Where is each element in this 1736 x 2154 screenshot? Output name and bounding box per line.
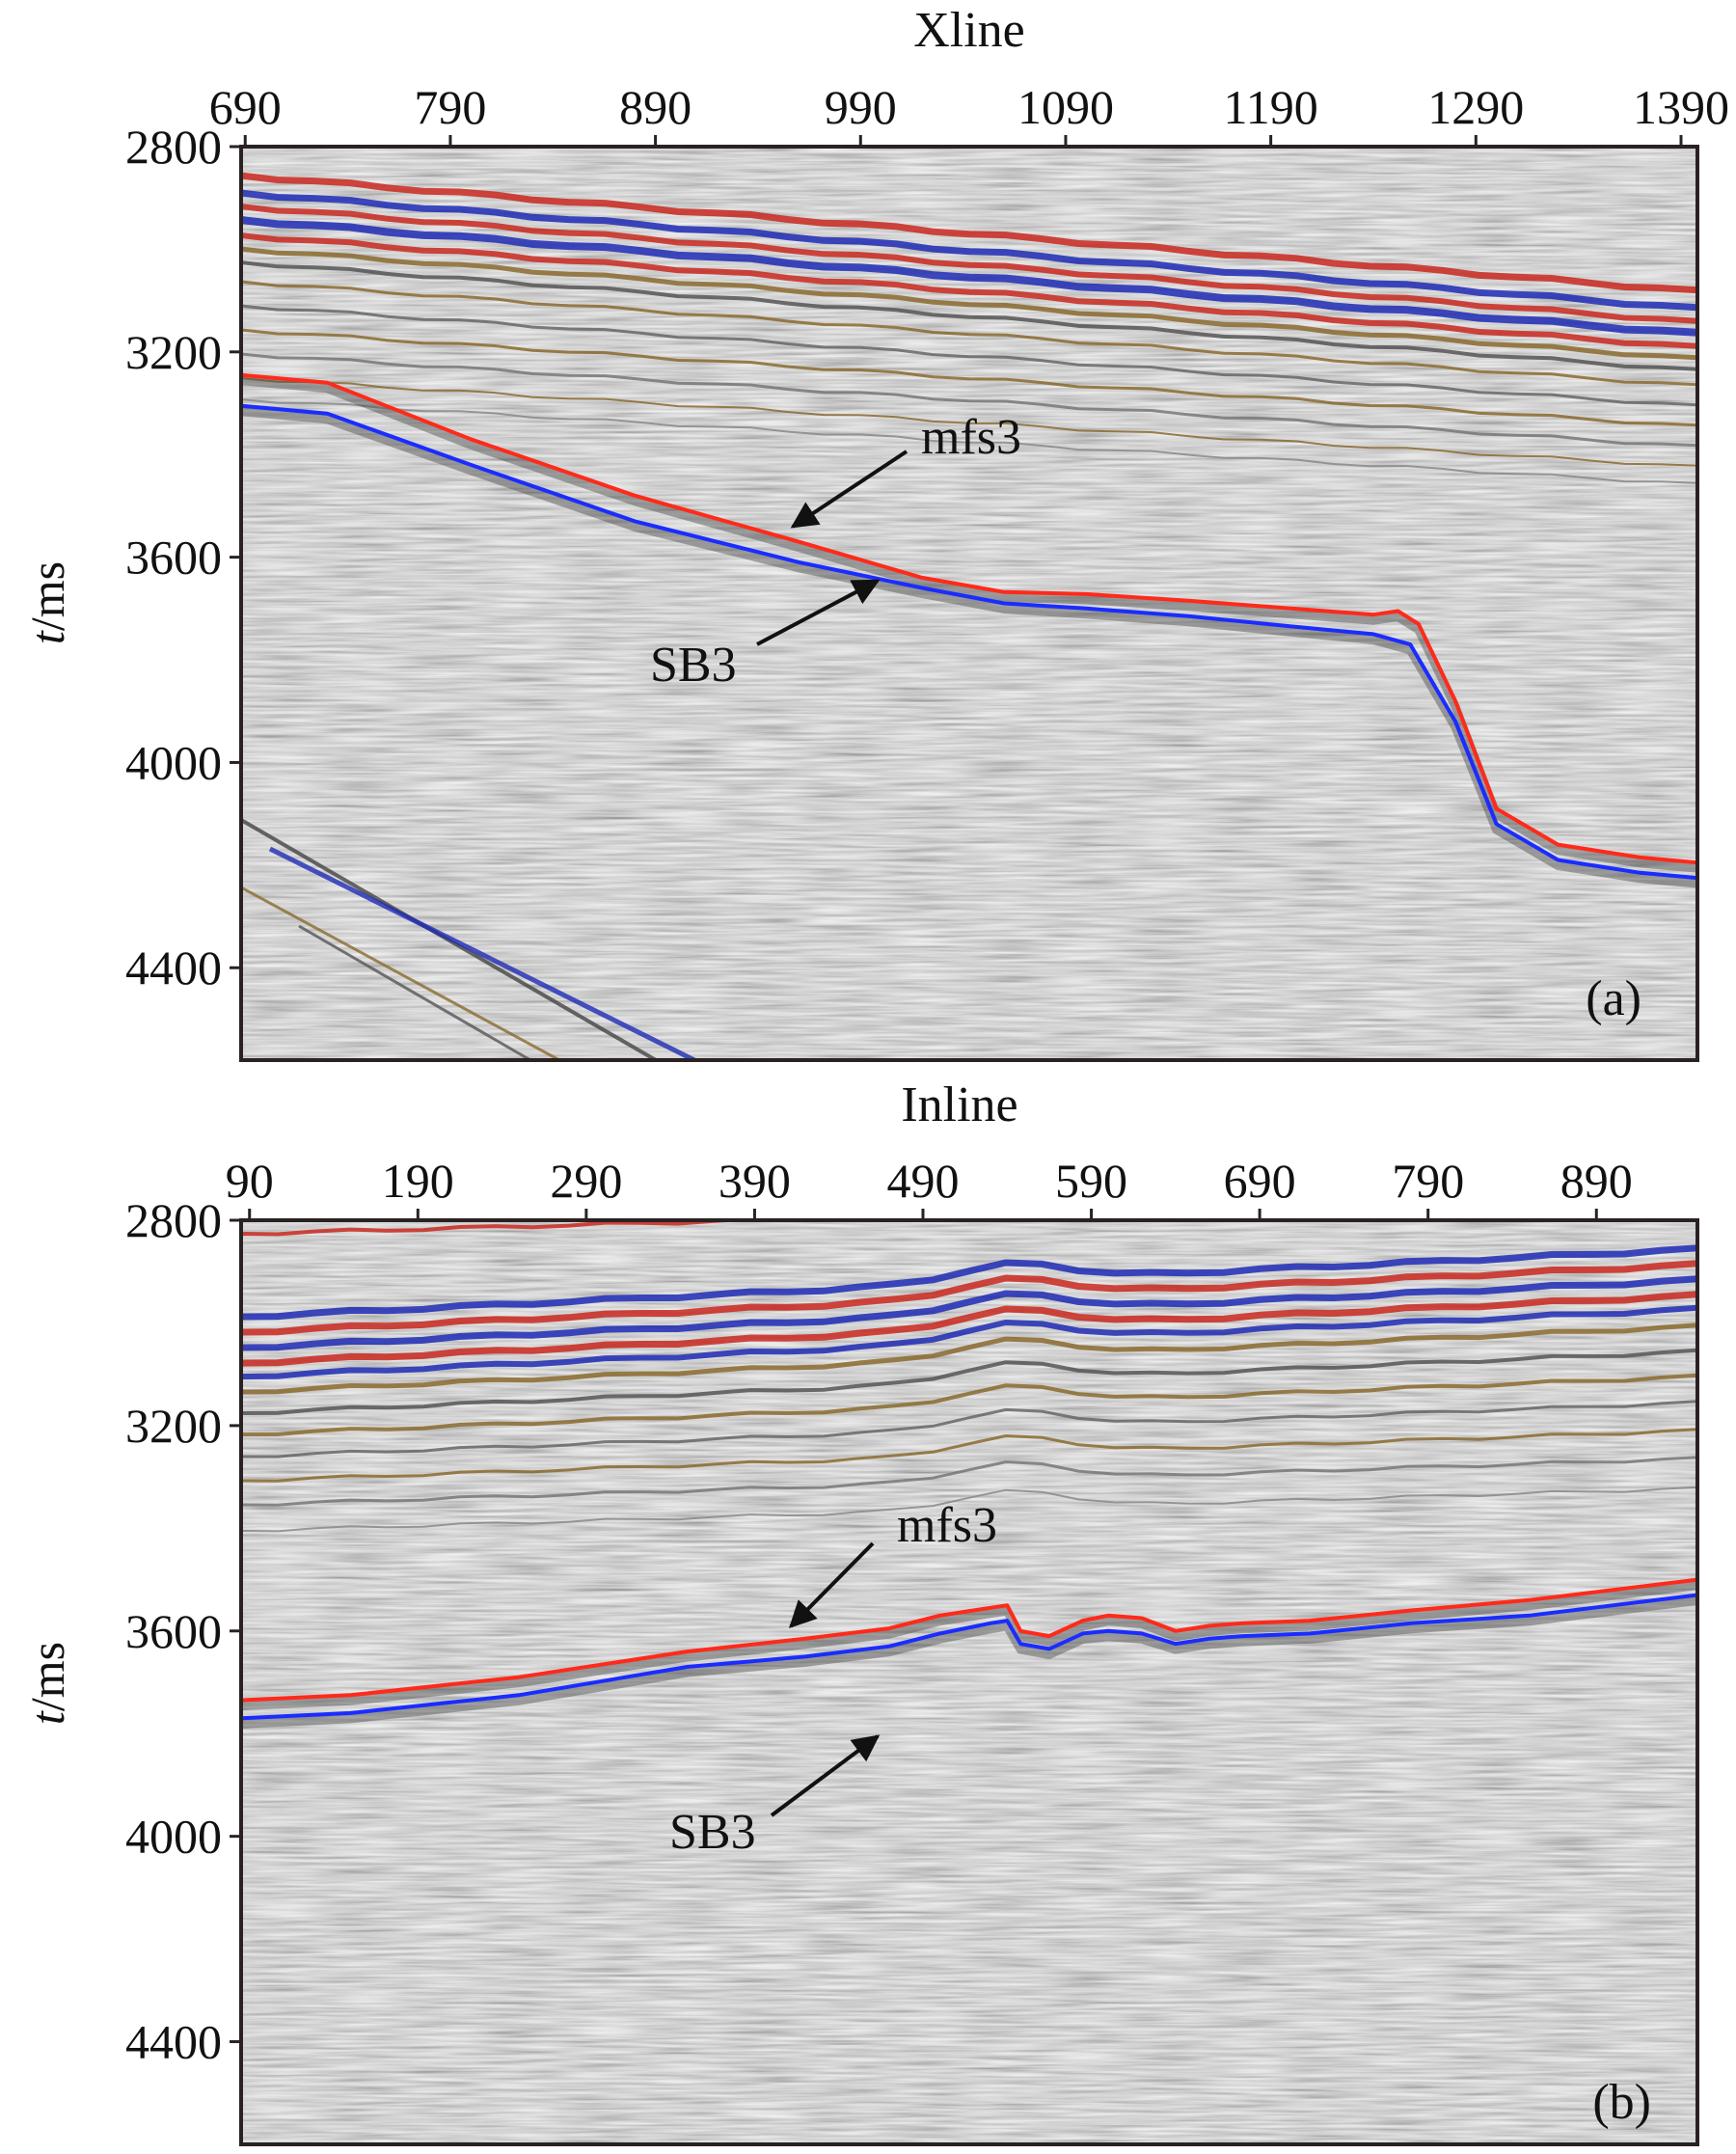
panel-a-y-tick-label: 4000 bbox=[125, 735, 222, 789]
panel-a-x-tick-label: 890 bbox=[619, 80, 692, 134]
panel-a-sb3-label: SB3 bbox=[650, 638, 737, 693]
panel-a-x-tick-label: 990 bbox=[825, 80, 897, 134]
panel-b-x-tick-label: 490 bbox=[886, 1154, 959, 1208]
panel-a-reflector-band bbox=[241, 328, 1697, 427]
panel-b-reflector-band bbox=[241, 1220, 838, 1237]
panel-a-dipping-reflector bbox=[241, 886, 560, 1060]
panel-a-x-tick-label: 1390 bbox=[1633, 80, 1729, 134]
panel-a-dipping-reflector bbox=[298, 924, 531, 1060]
panel-a-sb3-halo bbox=[241, 407, 1697, 888]
panel-a-sb3-arrow bbox=[756, 579, 881, 646]
panel-a-mfs3-horizon bbox=[241, 372, 1697, 865]
panel-b-reflector-band bbox=[241, 1348, 1697, 1415]
panel-a-reflector-band bbox=[241, 398, 1697, 484]
panel-b: 90 190 290 390 490 590 690 790 890 2800 3200 3600 4… bbox=[20, 1077, 1699, 2146]
panel-b-y-tick-label: 3600 bbox=[125, 1604, 222, 1658]
panel-a: 690 790 890 990 1090 1190 1290 1390 2800 3200 360… bbox=[20, 3, 1729, 1062]
panel-b-y-axis-title: t/ms bbox=[20, 1642, 74, 1725]
panel-b-reflector-band bbox=[241, 1291, 1697, 1367]
panel-b-y-tick-label: 4000 bbox=[125, 1810, 222, 1864]
panel-a-x-axis: 690 790 890 990 1090 1190 1290 1390 bbox=[209, 80, 1729, 147]
panel-a-reflector-band bbox=[241, 280, 1697, 387]
panel-a-reflector-band bbox=[241, 232, 1697, 349]
panel-b-mfs3-label: mfs3 bbox=[897, 1498, 997, 1553]
panel-b-reflector-band bbox=[241, 1275, 1697, 1351]
panel-a-reflector-band bbox=[241, 246, 1697, 361]
panel-b-mfs3-arrow bbox=[789, 1541, 875, 1628]
panel-a-x-tick-label: 1090 bbox=[1017, 80, 1114, 134]
panel-b-reflector-band bbox=[241, 1428, 1697, 1483]
panel-b-sb3-arrow bbox=[770, 1734, 881, 1817]
panel-b-reflector-band bbox=[241, 1456, 1697, 1507]
panel-b-y-tick-label: 2800 bbox=[125, 1193, 222, 1247]
panel-a-y-axis: 2800 3200 3600 4000 4400 bbox=[125, 120, 241, 995]
panel-b-label: (b) bbox=[1592, 2075, 1651, 2130]
panel-a-y-tick-label: 2800 bbox=[125, 120, 222, 174]
panel-a-reflector-band bbox=[241, 260, 1697, 371]
panel-b-reflector-band bbox=[241, 1322, 1697, 1395]
panel-b-reflector-band bbox=[241, 1244, 1697, 1321]
panel-a-horizons bbox=[241, 372, 1697, 888]
panel-b-x-axis: 90 190 290 390 490 590 690 790 890 bbox=[226, 1154, 1633, 1220]
panel-b-mfs3-horizon bbox=[241, 1577, 1697, 1703]
panel-a-reflectors bbox=[241, 172, 1697, 1060]
panel-b-x-tick-label: 90 bbox=[226, 1154, 274, 1208]
panel-a-y-tick-label: 3200 bbox=[125, 325, 222, 379]
panel-a-reflector-band bbox=[241, 172, 1697, 294]
panel-a-sb3-horizon bbox=[241, 403, 1697, 881]
panel-b-x-tick-label: 790 bbox=[1392, 1154, 1464, 1208]
panel-b-sb3-halo bbox=[241, 1596, 1697, 1729]
panel-a-reflector-band bbox=[241, 189, 1697, 312]
panel-b-x-tick-label: 390 bbox=[719, 1154, 791, 1208]
panel-b-x-tick-label: 690 bbox=[1224, 1154, 1296, 1208]
panel-b-frame bbox=[239, 1218, 1699, 2146]
panel-b-x-axis-title: Inline bbox=[901, 1077, 1017, 1132]
panel-b-y-tick-label: 4400 bbox=[125, 2015, 222, 2069]
panel-a-x-tick-label: 690 bbox=[209, 80, 282, 134]
panel-a-mfs3-label: mfs3 bbox=[921, 410, 1021, 465]
panel-a-mfs3-halo bbox=[241, 376, 1697, 873]
panel-b-sb3-label: SB3 bbox=[669, 1805, 756, 1860]
panel-b-reflector-band bbox=[241, 1400, 1697, 1459]
panel-a-y-axis-title: t/ms bbox=[20, 561, 74, 644]
panel-b-y-axis: 2800 3200 3600 4000 4400 bbox=[125, 1193, 241, 2069]
panel-a-y-tick-label: 3600 bbox=[125, 531, 222, 585]
panel-a-reflector-band bbox=[241, 216, 1697, 337]
panel-a-x-tick-label: 1290 bbox=[1427, 80, 1524, 134]
panel-b-x-tick-label: 190 bbox=[382, 1154, 454, 1208]
panel-a-dipping-reflector bbox=[268, 846, 696, 1060]
panel-a-label: (a) bbox=[1586, 971, 1641, 1026]
panel-b-y-tick-label: 3200 bbox=[125, 1399, 222, 1453]
panel-b-horizons bbox=[241, 1577, 1697, 1729]
panel-b-x-tick-label: 290 bbox=[550, 1154, 622, 1208]
panel-a-reflector-band bbox=[241, 352, 1697, 448]
panel-a-frame bbox=[239, 145, 1699, 1062]
panel-a-x-tick-label: 1190 bbox=[1224, 80, 1318, 134]
panel-a-x-tick-label: 790 bbox=[414, 80, 486, 134]
panel-b-x-tick-label: 890 bbox=[1560, 1154, 1633, 1208]
panel-a-y-tick-label: 4400 bbox=[125, 941, 222, 995]
panel-b-reflector-band bbox=[241, 1486, 1697, 1533]
panel-a-reflector-band bbox=[241, 377, 1697, 467]
panel-b-x-tick-label: 590 bbox=[1055, 1154, 1127, 1208]
panel-b-mfs3-halo bbox=[241, 1581, 1697, 1711]
panel-a-x-axis-title: Xline bbox=[913, 3, 1025, 58]
panel-b-reflectors bbox=[241, 1220, 1697, 1533]
panel-b-reflector-band bbox=[241, 1260, 1697, 1336]
panel-a-reflector-band bbox=[241, 304, 1697, 407]
panel-b-reflector-band bbox=[241, 1373, 1697, 1436]
panel-a-mfs3-arrow bbox=[790, 450, 909, 529]
panel-a-reflector-band bbox=[241, 204, 1697, 324]
panel-b-reflector-band bbox=[241, 1304, 1697, 1379]
panel-b-sb3-horizon bbox=[241, 1593, 1697, 1721]
